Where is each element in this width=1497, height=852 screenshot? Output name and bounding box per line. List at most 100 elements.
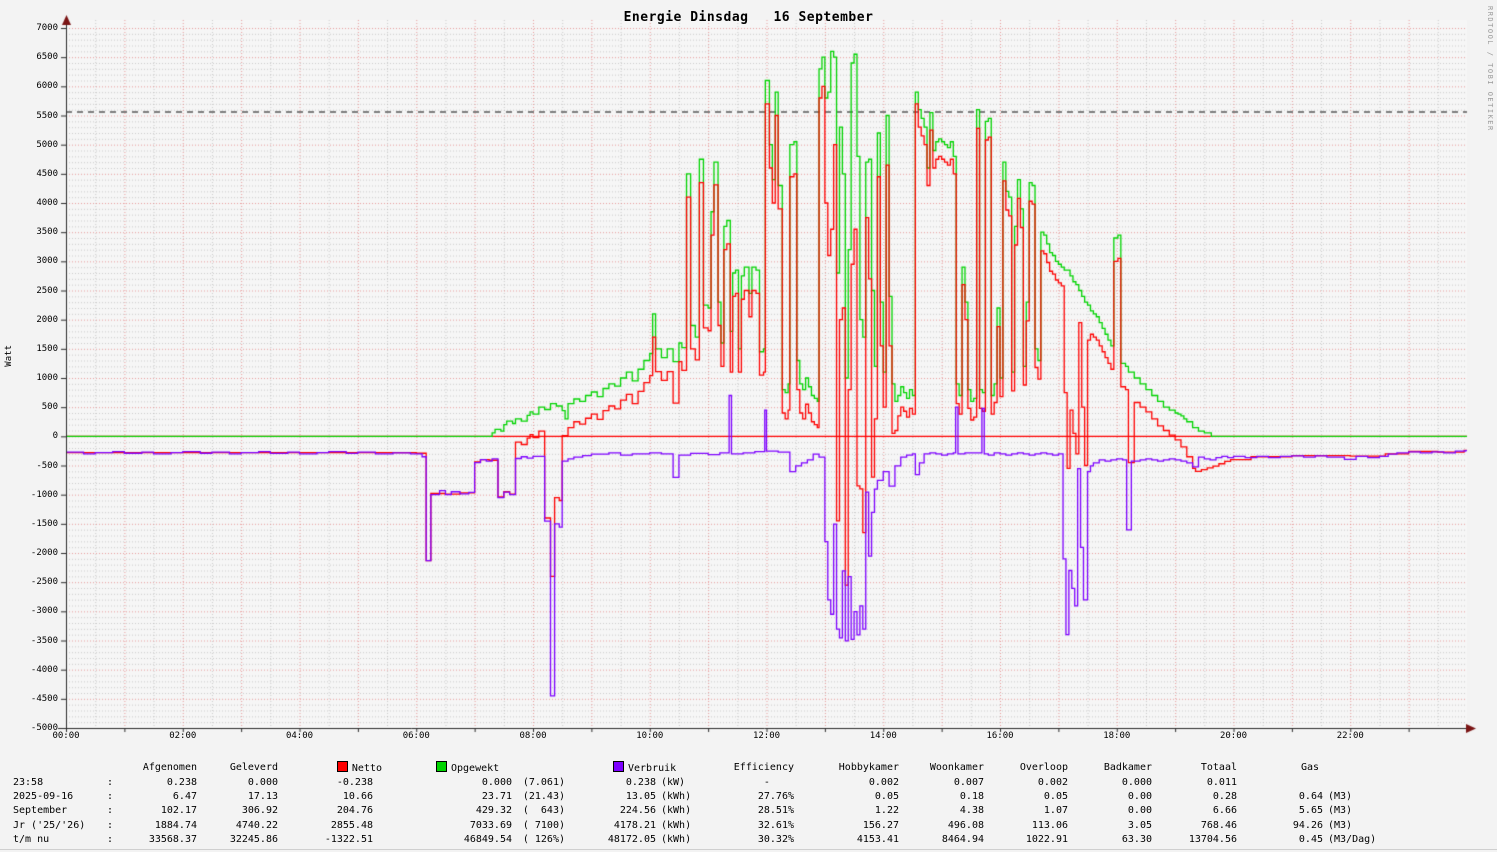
y-tick-label: 3000	[36, 256, 58, 267]
table-row-1-totaal: 0.28	[1212, 791, 1237, 802]
y-tick-label: -5000	[30, 723, 58, 733]
y-tick-label: 500	[41, 402, 58, 413]
table-header-afgenomen: Afgenomen	[142, 762, 197, 773]
table-header-netto: Netto	[336, 761, 382, 775]
table-row-3-verbruik_unit: (kWh)	[661, 820, 692, 831]
table-row-1-woonkamer: 0.18	[959, 791, 984, 802]
y-tick-label: 7000	[36, 23, 58, 33]
table-row-3-badkamer: 3.05	[1127, 820, 1152, 831]
table-row-4-totaal: 13704.56	[1188, 834, 1237, 845]
x-tick-label: 20:00	[1219, 731, 1248, 741]
table-row-1-netto: 10.66	[342, 791, 373, 802]
y-tick-label: 5500	[36, 110, 58, 121]
table-row-2-netto: 204.76	[336, 805, 373, 816]
y-tick-label: -4000	[30, 664, 58, 675]
y-tick-label: 0	[52, 431, 58, 442]
table-row-4-label: t/m nu	[13, 834, 50, 845]
table-row-2-colon: :	[107, 805, 114, 816]
table-row-3-opgewekt: 7033.69	[469, 820, 512, 831]
table-header-badkamer: Badkamer	[1103, 762, 1152, 773]
table-row-4-gas_unit: (M3/Dag)	[1328, 834, 1377, 845]
table-header-verbruik-legend-swatch	[613, 761, 624, 772]
table-row-3-afgenomen: 1884.74	[154, 820, 197, 831]
table-row-2-efficiency: 28.51%	[757, 805, 794, 816]
y-tick-label: 2500	[36, 285, 58, 296]
y-tick-label: 6500	[36, 52, 58, 63]
x-tick-label: 22:00	[1336, 731, 1364, 741]
table-row-3-overloop: 113.06	[1031, 820, 1068, 831]
y-tick-label: 2000	[36, 314, 58, 325]
table-row-3-label: Jr ('25/'26)	[13, 820, 86, 831]
table-header-opgewekt: Opgewekt	[436, 761, 499, 775]
table-header-opgewekt-legend-swatch	[436, 761, 447, 772]
table-row-2-opgewekt: 429.32	[475, 805, 512, 816]
table-header-verbruik: Verbruik	[613, 761, 676, 775]
table-row-1-colon: :	[107, 791, 114, 802]
table-row-1-opgewekt_alt: (21.43)	[522, 791, 565, 802]
x-tick-label: 18:00	[1103, 731, 1131, 741]
table-row-3-hobbykamer: 156.27	[862, 820, 899, 831]
x-tick-label: 08:00	[519, 731, 547, 741]
table-row-2-overloop: 1.07	[1043, 805, 1068, 816]
table-row-3-efficiency: 32.61%	[757, 820, 794, 831]
y-tick-label: 1000	[36, 373, 58, 383]
table-header-geleverd: Geleverd	[229, 762, 278, 773]
x-tick-label: 00:00	[52, 731, 80, 741]
table-row-0-afgenomen: 0.238	[166, 777, 197, 788]
table-row-4-overloop: 1022.91	[1025, 834, 1068, 845]
table-row-1-verbruik_unit: (kWh)	[661, 791, 692, 802]
table-row-2-hobbykamer: 1.22	[874, 805, 899, 816]
y-tick-label: -500	[36, 460, 58, 471]
y-tick-label: -4500	[30, 693, 58, 704]
table-header-netto-legend-swatch	[336, 761, 348, 772]
table-row-4-verbruik: 48172.05	[607, 834, 656, 845]
table-row-4-colon: :	[107, 834, 114, 845]
table-row-2-gas: 5.65	[1298, 805, 1323, 816]
table-header-totaal: Totaal	[1200, 762, 1237, 773]
table-row-3-totaal: 768.46	[1200, 820, 1237, 831]
table-row-3-geleverd: 4740.22	[235, 820, 278, 831]
table-row-0-geleverd: 0.000	[247, 777, 278, 788]
table-row-0-opgewekt: 0.000	[481, 777, 512, 788]
y-tick-label: -2500	[30, 577, 58, 588]
table-row-0-hobbykamer: 0.002	[868, 777, 899, 788]
table-row-4-hobbykamer: 4153.41	[856, 834, 899, 845]
rrdtool-watermark: RRDTOOL / TOBI OETIKER	[1486, 6, 1494, 132]
table-row-4-gas: 0.45	[1298, 834, 1323, 845]
x-tick-label: 06:00	[402, 731, 430, 741]
table-row-4-netto: -1322.51	[324, 834, 373, 845]
table-header-woonkamer: Woonkamer	[929, 762, 984, 773]
y-tick-label: 1500	[36, 343, 58, 354]
chart-title: Energie Dinsdag 16 September	[623, 10, 874, 25]
table-row-2-verbruik: 224.56	[619, 805, 656, 816]
table-row-2-totaal: 6.66	[1212, 805, 1237, 816]
table-row-2-verbruik_unit: (kWh)	[661, 805, 692, 816]
table-row-0-label: 23:58	[13, 777, 44, 788]
y-tick-label: -3500	[30, 635, 58, 646]
table-row-3-opgewekt_alt: ( 7100)	[522, 820, 565, 831]
x-tick-label: 02:00	[169, 731, 197, 741]
table-row-1-gas_unit: (M3)	[1328, 791, 1353, 802]
table-row-0-opgewekt_alt: (7.061)	[522, 777, 565, 788]
table-row-3-colon: :	[107, 820, 114, 831]
table-row-1-gas: 0.64	[1298, 791, 1323, 802]
table-row-1-hobbykamer: 0.05	[874, 791, 899, 802]
table-row-0-verbruik_unit: (kW)	[661, 777, 686, 788]
table-header-overloop: Overloop	[1019, 762, 1068, 773]
table-row-3-gas_unit: (M3)	[1328, 820, 1353, 831]
y-tick-label: -2000	[30, 548, 58, 558]
bottom-divider	[0, 849, 1497, 850]
x-tick-label: 16:00	[986, 731, 1014, 741]
x-tick-label: 10:00	[636, 731, 664, 741]
table-row-4-afgenomen: 33568.37	[148, 834, 197, 845]
x-tick-label: 04:00	[285, 731, 314, 741]
table-row-1-verbruik: 13.05	[625, 791, 656, 802]
table-row-0-colon: :	[107, 777, 114, 788]
table-row-0-overloop: 0.002	[1037, 777, 1068, 788]
y-tick-label: -1000	[30, 489, 58, 500]
table-row-4-efficiency: 30.32%	[757, 834, 794, 845]
y-tick-label: 6000	[36, 81, 58, 92]
x-tick-label: 14:00	[869, 731, 897, 741]
